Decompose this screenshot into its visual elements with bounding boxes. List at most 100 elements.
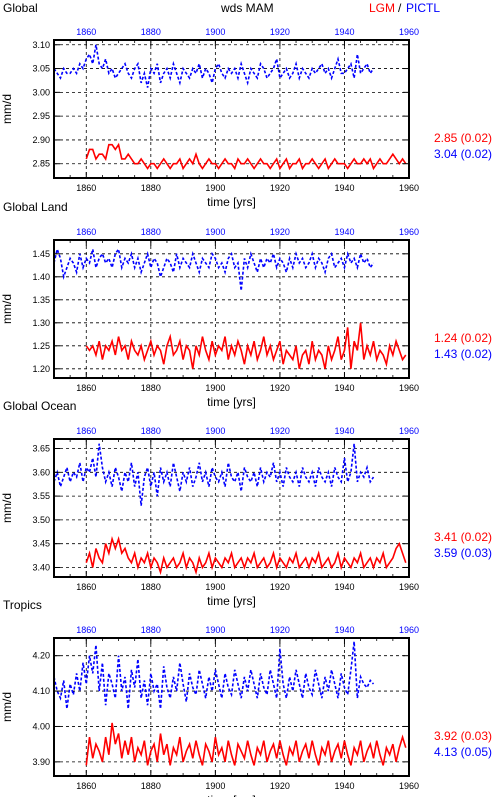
chart-panel-1: 1860 1860 1880 1880 1900 1900 1920 1920 1940 1940… <box>0 27 492 209</box>
y-tick-label: 1.30 <box>32 318 50 328</box>
y-tick-label: 3.50 <box>32 515 50 525</box>
x-tick-label-top: 1960 <box>399 27 419 37</box>
mean-annotation-pictl: 3.04 (0.02) <box>434 147 492 161</box>
x-tick-label-bottom: 1960 <box>399 383 419 393</box>
x-tick-label-bottom: 1860 <box>76 781 96 791</box>
series-line-lgm <box>85 142 407 171</box>
x-tick-label-top: 1900 <box>205 27 225 37</box>
x-tick-label-bottom: 1940 <box>334 383 354 393</box>
x-tick-label-bottom: 1880 <box>141 183 161 193</box>
x-tick-label-top: 1960 <box>399 625 419 635</box>
series-line-pictl <box>53 641 375 709</box>
y-tick-label: 2.90 <box>32 135 50 145</box>
mean-annotation-pictl: 1.43 (0.02) <box>434 347 492 361</box>
y-axis-label: mm/d <box>0 692 14 722</box>
x-tick-label-top: 1940 <box>334 625 354 635</box>
x-tick-label-bottom: 1880 <box>141 383 161 393</box>
x-tick-label-top: 1940 <box>334 27 354 37</box>
x-tick-label-bottom: 1900 <box>205 383 225 393</box>
y-tick-label: 1.20 <box>32 364 50 374</box>
y-tick-label: 4.20 <box>32 651 50 661</box>
x-tick-label-bottom: 1880 <box>141 582 161 592</box>
x-tick-label-bottom: 1900 <box>205 183 225 193</box>
chart-panels: 1860 1860 1880 1880 1900 1900 1920 1920 1940 1940… <box>0 27 492 797</box>
y-tick-label: 3.40 <box>32 562 50 572</box>
panel-title: Tropics <box>3 598 42 612</box>
series-line-lgm <box>85 535 407 576</box>
y-tick-label: 3.10 <box>32 40 50 50</box>
x-axis-label: time [yrs] <box>207 594 256 608</box>
y-tick-label: 1.45 <box>32 249 50 259</box>
panel-title: Global Ocean <box>3 399 76 413</box>
y-tick-label: 3.60 <box>32 467 50 477</box>
x-tick-label-bottom: 1940 <box>334 183 354 193</box>
x-tick-label-bottom: 1920 <box>270 582 290 592</box>
mean-annotation-lgm: 2.85 (0.02) <box>434 131 492 145</box>
chart-panel-3: Global Ocean 1860 1860 1880 1880 1900 1900 1920… <box>0 399 492 608</box>
y-tick-label: 3.65 <box>32 444 50 454</box>
x-tick-label-bottom: 1900 <box>205 781 225 791</box>
series-line-pictl <box>53 443 375 506</box>
x-tick-label-bottom: 1860 <box>76 183 96 193</box>
mean-annotation-lgm: 3.92 (0.03) <box>434 729 492 743</box>
x-tick-label-bottom: 1900 <box>205 582 225 592</box>
y-tick-label: 4.10 <box>32 686 50 696</box>
y-tick-label: 2.95 <box>32 111 50 121</box>
x-tick-label-bottom: 1960 <box>399 183 419 193</box>
chart-panel-4: Tropics 1860 1860 1880 1880 1900 1900 1920 1920 1… <box>0 598 492 797</box>
y-tick-label: 4.00 <box>32 721 50 731</box>
chart-panel-2: Global Land 1860 1860 1880 1880 1900 1900 1920 1… <box>0 200 492 409</box>
y-axis-label: mm/d <box>0 94 14 124</box>
x-tick-label-bottom: 1960 <box>399 582 419 592</box>
x-tick-label-top: 1880 <box>141 426 161 436</box>
x-tick-label-top: 1880 <box>141 625 161 635</box>
legend-lgm-label: LGM <box>369 1 395 15</box>
series-line-lgm <box>85 722 407 766</box>
y-tick-label: 1.40 <box>32 272 50 282</box>
mean-annotation-lgm: 3.41 (0.02) <box>434 530 492 544</box>
figure-header: Global wds MAM LGM / PICTL <box>3 1 440 15</box>
x-tick-label-top: 1900 <box>205 625 225 635</box>
x-tick-label-bottom: 1940 <box>334 582 354 592</box>
x-tick-label-bottom: 1960 <box>399 781 419 791</box>
panel-title: Global Land <box>3 200 68 214</box>
x-tick-label-top: 1860 <box>76 426 96 436</box>
x-tick-label-top: 1900 <box>205 426 225 436</box>
y-tick-label: 3.00 <box>32 87 50 97</box>
x-tick-label-bottom: 1940 <box>334 781 354 791</box>
y-tick-label: 3.45 <box>32 539 50 549</box>
y-tick-label: 3.05 <box>32 64 50 74</box>
x-tick-label-bottom: 1880 <box>141 781 161 791</box>
x-tick-label-top: 1920 <box>270 27 290 37</box>
series-line-pictl <box>53 246 375 291</box>
x-tick-label-bottom: 1860 <box>76 383 96 393</box>
x-tick-label-top: 1920 <box>270 625 290 635</box>
x-tick-label-top: 1860 <box>76 227 96 237</box>
mean-annotation-pictl: 3.59 (0.03) <box>434 546 492 560</box>
x-tick-label-top: 1860 <box>76 27 96 37</box>
x-tick-label-top: 1880 <box>141 27 161 37</box>
x-tick-label-top: 1940 <box>334 227 354 237</box>
x-tick-label-top: 1880 <box>141 227 161 237</box>
mean-annotation-pictl: 4.13 (0.05) <box>434 745 492 759</box>
x-tick-label-top: 1900 <box>205 227 225 237</box>
legend-separator: / <box>398 1 402 15</box>
x-tick-label-top: 1860 <box>76 625 96 635</box>
y-axis-label: mm/d <box>0 493 14 523</box>
x-tick-label-bottom: 1860 <box>76 582 96 592</box>
x-axis-label: time [yrs] <box>207 395 256 409</box>
y-tick-label: 3.90 <box>32 757 50 767</box>
y-tick-label: 3.55 <box>32 491 50 501</box>
x-tick-label-bottom: 1920 <box>270 183 290 193</box>
x-tick-label-top: 1960 <box>399 426 419 436</box>
x-tick-label-top: 1920 <box>270 426 290 436</box>
mean-annotation-lgm: 1.24 (0.02) <box>434 331 492 345</box>
panel-title-global: Global <box>3 1 38 15</box>
legend-pictl-label: PICTL <box>406 1 440 15</box>
x-axis-label: time [yrs] <box>207 793 256 797</box>
series-line-lgm <box>85 322 407 369</box>
y-tick-label: 2.85 <box>32 159 50 169</box>
x-tick-label-bottom: 1920 <box>270 781 290 791</box>
figure-title: wds MAM <box>220 1 274 15</box>
